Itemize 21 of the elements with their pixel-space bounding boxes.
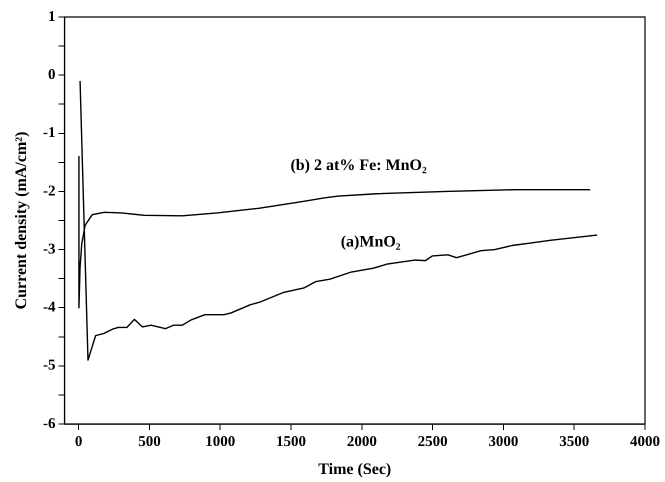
x-tick-label: 4000 <box>630 434 660 450</box>
x-tick-label: 1500 <box>276 434 306 450</box>
y-tick-label: -1 <box>42 125 56 142</box>
series-label: (a)MnO₂ <box>340 233 401 250</box>
x-tick-label: 1000 <box>205 434 236 450</box>
x-tick-label: 500 <box>138 434 161 450</box>
y-tick-label: -2 <box>42 183 56 200</box>
x-tick-label: 2000 <box>346 434 377 450</box>
y-tick-label: -6 <box>42 416 56 432</box>
y-tick-label: 0 <box>48 67 56 84</box>
y-tick-label: 1 <box>48 8 56 25</box>
x-tick-label: 0 <box>74 434 82 450</box>
x-tick-label: 3500 <box>559 434 590 450</box>
x-tick-label: 2500 <box>418 434 448 450</box>
y-tick-label: -4 <box>42 300 56 316</box>
y-tick-label: -3 <box>42 241 56 258</box>
y-axis-title: Current density (mA/cm²) <box>13 132 30 310</box>
y-tick-label: -5 <box>42 358 56 374</box>
series-label: (b) 2 at% Fe: MnO₂ <box>290 157 427 174</box>
x-axis-title: Time (Sec) <box>318 461 392 478</box>
x-tick-label: 3000 <box>488 434 518 450</box>
